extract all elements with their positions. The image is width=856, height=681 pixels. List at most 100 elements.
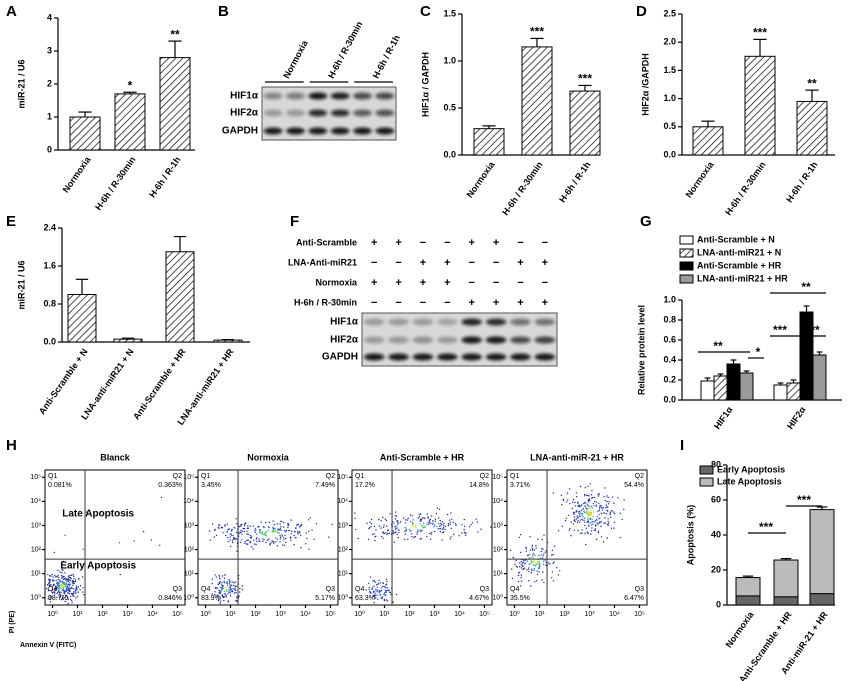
cell-dot xyxy=(255,533,258,535)
cell-dot xyxy=(227,536,229,539)
cell-dot xyxy=(470,524,472,526)
cell-dot xyxy=(225,596,227,598)
cell-dot xyxy=(239,591,241,593)
cell-dot xyxy=(218,574,220,577)
cell-dot xyxy=(595,538,598,540)
cell-dot xyxy=(72,574,75,576)
cell-dot xyxy=(211,593,213,595)
cell-dot xyxy=(378,525,381,527)
cell-dot xyxy=(328,536,330,538)
cell-dot xyxy=(394,526,396,528)
cell-dot xyxy=(214,591,216,593)
cell-dot xyxy=(229,592,232,594)
cell-dot xyxy=(142,530,145,533)
cell-dot xyxy=(605,507,607,509)
cell-dot xyxy=(231,581,233,583)
cell-dot xyxy=(218,589,220,591)
cell-dot xyxy=(562,498,564,501)
y-tick-label: 1.6 xyxy=(43,260,56,270)
blot-row-label: GAPDH xyxy=(222,126,258,137)
cell-dot xyxy=(60,575,63,577)
cell-dot xyxy=(594,500,596,503)
cell-dot xyxy=(522,564,524,566)
cell-dot xyxy=(395,511,397,513)
cell-dot xyxy=(218,582,221,585)
cell-dot xyxy=(580,512,582,514)
cell-dot xyxy=(70,595,72,598)
blot-band xyxy=(437,353,458,361)
cell-dot xyxy=(279,528,281,531)
cell-dot xyxy=(590,512,593,515)
cell-dot xyxy=(387,529,389,532)
condition-mark: − xyxy=(468,257,474,269)
cell-dot xyxy=(588,513,590,515)
cell-dot xyxy=(276,538,279,540)
cell-dot xyxy=(305,532,308,534)
cell-dot xyxy=(399,521,402,523)
y-tick-label: 10⁵ xyxy=(337,474,348,481)
cell-dot xyxy=(581,518,583,520)
quadrant-name: Q3 xyxy=(173,586,182,593)
x-tick-label: H-6h / R-30min xyxy=(723,160,767,217)
cell-dot xyxy=(613,521,616,523)
cell-dot xyxy=(515,565,518,567)
cell-dot xyxy=(588,505,590,507)
blot-band xyxy=(534,353,556,361)
cell-dot xyxy=(381,535,383,538)
cell-dot xyxy=(412,522,414,525)
cell-dot xyxy=(291,530,293,533)
y-tick-label: 10² xyxy=(493,546,504,553)
blot-band xyxy=(412,336,434,344)
cell-dot xyxy=(256,540,258,543)
cell-dot xyxy=(542,555,544,557)
cell-dot xyxy=(511,568,513,570)
cell-dot xyxy=(47,597,49,600)
cell-dot xyxy=(308,548,310,550)
blot-band xyxy=(412,353,434,361)
cell-dot xyxy=(395,515,398,517)
y-axis-label: miR-21 / U6 xyxy=(16,59,26,108)
cell-dot xyxy=(73,583,75,585)
cell-dot xyxy=(58,593,61,595)
cell-dot xyxy=(426,513,428,515)
cell-dot xyxy=(569,503,571,505)
cell-dot xyxy=(609,513,611,516)
blot-band xyxy=(308,127,328,135)
y-axis-label: Apoptosis (%) xyxy=(685,505,695,566)
cell-dot xyxy=(604,499,606,502)
cell-dot xyxy=(287,526,289,529)
cell-dot xyxy=(77,586,80,588)
cell-dot xyxy=(534,565,537,567)
x-tick-label: Normoxia xyxy=(465,159,498,200)
significance: * xyxy=(756,345,761,359)
blot-band xyxy=(388,318,409,326)
cell-dot xyxy=(431,515,433,517)
cell-dot xyxy=(458,535,460,537)
y-tick-label: 0.2 xyxy=(663,374,676,384)
cell-dot xyxy=(228,583,231,585)
blot-row-label: HIF2α xyxy=(230,108,259,119)
cell-dot xyxy=(442,528,444,531)
cell-dot xyxy=(387,600,389,602)
cell-dot xyxy=(209,539,211,541)
cell-dot xyxy=(252,548,254,550)
cell-dot xyxy=(611,510,613,512)
cell-dot xyxy=(284,534,286,537)
cell-dot xyxy=(525,550,528,552)
cell-dot xyxy=(62,575,64,578)
cell-dot xyxy=(373,585,375,587)
cell-dot xyxy=(520,564,522,566)
cell-dot xyxy=(253,539,255,541)
cell-dot xyxy=(582,507,585,510)
cell-dot xyxy=(247,543,249,545)
cell-dot xyxy=(227,601,230,603)
cell-dot xyxy=(411,515,414,517)
cell-dot xyxy=(582,502,585,505)
cell-dot xyxy=(369,591,371,593)
cell-dot xyxy=(354,512,356,514)
cell-dot xyxy=(592,502,594,505)
x-tick-label: 10³ xyxy=(429,611,440,618)
cell-dot xyxy=(584,502,586,504)
y-tick-label: 10³ xyxy=(493,522,504,529)
cell-dot xyxy=(590,494,593,496)
